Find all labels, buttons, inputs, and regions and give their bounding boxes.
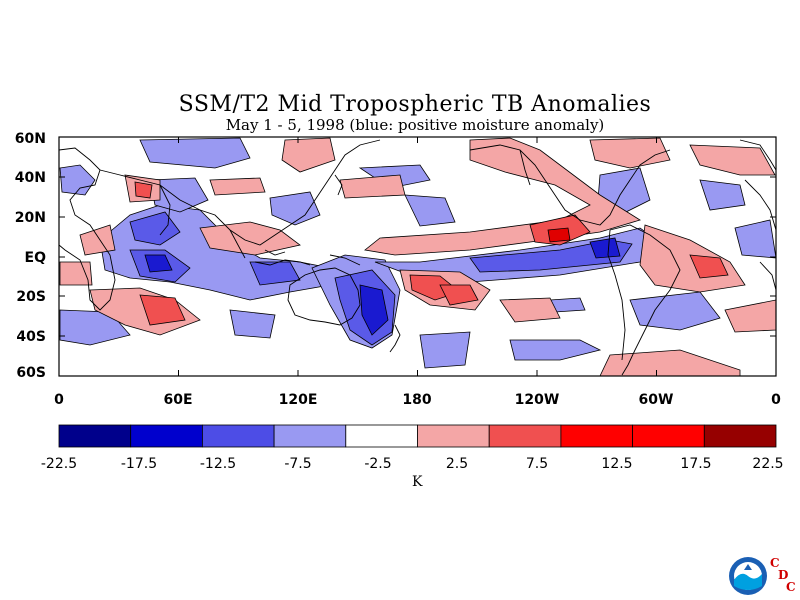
anomaly-region [209, 177, 266, 196]
anomaly-region [79, 224, 116, 256]
coastline [759, 261, 776, 291]
colorbar-label: -12.5 [199, 456, 237, 472]
anomaly-region [359, 284, 389, 336]
anomaly-region [689, 144, 776, 176]
lon-label: 60W [638, 392, 674, 408]
anomaly-region [404, 194, 456, 227]
anomaly-region [419, 331, 471, 369]
anomaly-region [589, 237, 621, 259]
anomaly-region [547, 227, 571, 243]
cdc-letter: D [778, 568, 789, 582]
lat-label: EQ [24, 250, 46, 266]
anomaly-region [689, 254, 729, 279]
anomaly-field [59, 137, 776, 376]
colorbar-segment [488, 424, 562, 448]
coastline [739, 139, 776, 171]
colorbar-label: 22.5 [752, 456, 784, 472]
anomaly-region [249, 261, 301, 286]
lat-label: 40S [16, 329, 46, 345]
anomaly-region [149, 177, 209, 213]
coastline [287, 267, 361, 326]
anomaly-region [199, 221, 301, 256]
colorbar-segment [273, 424, 347, 448]
anomaly-region [734, 219, 776, 259]
anomaly-region [589, 137, 671, 169]
coastlines [59, 139, 776, 376]
anomaly-region [59, 164, 96, 196]
coastline [159, 184, 171, 236]
colorbar-label: 17.5 [680, 456, 712, 472]
lon-label: 60E [163, 392, 193, 408]
coastline [744, 179, 776, 231]
colorbar-label: -7.5 [284, 456, 312, 472]
colorbar-label: -22.5 [40, 456, 78, 472]
coastline [334, 174, 343, 196]
colorbar-label: 2.5 [445, 456, 469, 472]
lon-label: 0 [771, 392, 781, 408]
anomaly-region [229, 309, 276, 339]
coastline [389, 324, 401, 353]
lon-label: 120W [514, 392, 560, 408]
anomaly-region [144, 254, 173, 273]
anomaly-region [129, 211, 181, 246]
anomaly-region [509, 339, 602, 361]
coastline [229, 229, 246, 259]
cdc-letter: C [786, 580, 796, 594]
coastline [469, 144, 671, 226]
colorbar-label: 7.5 [525, 456, 549, 472]
colorbar-segment [130, 424, 203, 448]
colorbar-segment [58, 424, 132, 448]
coastline [519, 149, 531, 186]
coastline [329, 254, 361, 266]
lat-label: 60S [16, 365, 46, 381]
anomaly-region [139, 294, 186, 326]
colorbar-segment [417, 424, 490, 448]
lon-ticks [58, 137, 777, 376]
anomaly-region [439, 284, 479, 306]
anomaly-region [59, 261, 93, 286]
colorbar-label: -17.5 [120, 456, 158, 472]
coastline [607, 229, 626, 361]
colorbar-segment [632, 424, 705, 448]
anomaly-region [339, 174, 406, 199]
lat-label: 40N [14, 170, 46, 186]
coastline [264, 249, 286, 256]
colorbar-segment [703, 424, 777, 448]
cdc-letter: C [770, 556, 780, 570]
anomaly-region [499, 297, 561, 323]
colorbar-segment [560, 424, 634, 448]
coastline [254, 259, 311, 266]
anomaly-region [469, 239, 633, 273]
anomaly-region [629, 291, 721, 331]
anomaly-region [281, 137, 336, 173]
lon-label: 180 [402, 392, 432, 408]
anomaly-region [139, 137, 251, 169]
anomaly-region [134, 181, 153, 199]
lat-label: 20S [16, 289, 46, 305]
lat-ticks [59, 136, 776, 377]
lat-label: 60N [14, 131, 46, 147]
colorbar-label: -2.5 [364, 456, 392, 472]
coastline [609, 224, 681, 376]
noaa-logo-icon [729, 557, 767, 595]
lon-label: 120E [278, 392, 318, 408]
colorbar-label: 12.5 [601, 456, 633, 472]
colorbar [58, 424, 777, 448]
anomaly-region [724, 299, 776, 333]
colorbar-segment [345, 424, 418, 448]
anomaly-region [699, 179, 746, 211]
anomaly-region [599, 349, 741, 376]
lat-label: 20N [14, 210, 46, 226]
lon-label: 0 [54, 392, 64, 408]
colorbar-unit: K [412, 474, 423, 490]
anomaly-region [269, 191, 321, 226]
colorbar-segment [201, 424, 275, 448]
map-title: SSM/T2 Mid Tropospheric TB Anomalies [178, 92, 652, 117]
map-subtitle: May 1 - 5, 1998 (blue: positive moisture… [225, 116, 605, 134]
